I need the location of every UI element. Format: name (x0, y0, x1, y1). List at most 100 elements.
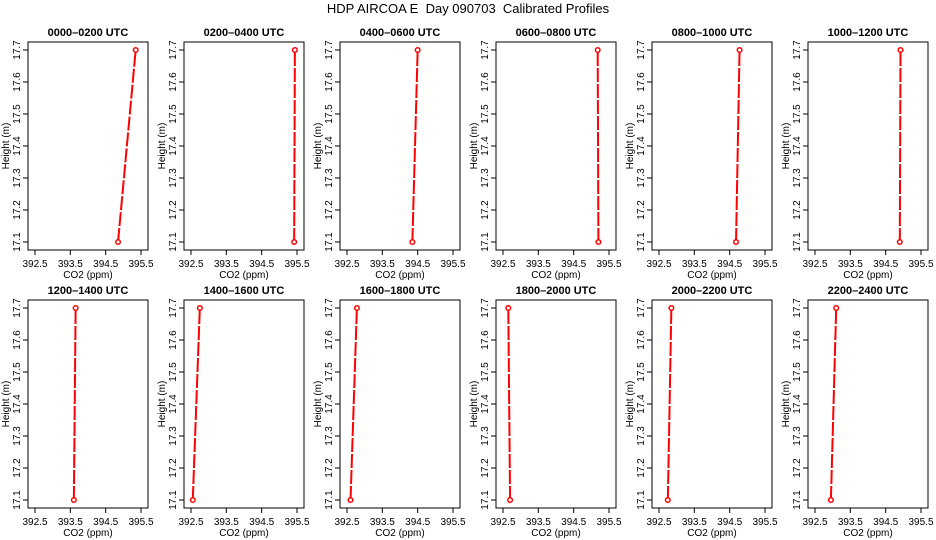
y-tick-label: 17.7 (324, 298, 335, 318)
y-tick-label: 17.7 (792, 40, 803, 60)
y-tick-label: 17.6 (792, 72, 803, 92)
y-tick-label: 17.7 (12, 40, 23, 60)
panel-title: 1200–1400 UTC (48, 285, 129, 297)
y-axis-label: Height (m) (157, 381, 168, 428)
x-tick-label: 392.5 (646, 259, 671, 270)
y-axis-label: Height (m) (625, 123, 636, 170)
y-tick-label: 17.3 (168, 168, 179, 188)
y-axis-label: Height (m) (1, 123, 12, 170)
y-tick-label: 17.7 (12, 298, 23, 318)
x-tick-label: 394.5 (717, 517, 742, 528)
y-axis-label: Height (m) (157, 123, 168, 170)
y-tick-label: 17.6 (480, 72, 491, 92)
y-tick-label: 17.5 (480, 104, 491, 124)
profile-panel: 0400–0600 UTC 392.5 393.5 394.5 395.5 CO2 (pp… (313, 27, 466, 281)
x-tick-label: 395.5 (128, 259, 153, 270)
y-tick-label: 17.4 (792, 136, 803, 156)
profile-panel: 1800–2000 UTC 392.5 393.5 394.5 395.5 CO2 (pp… (469, 285, 622, 539)
y-tick-label: 17.3 (480, 168, 491, 188)
y-tick-label: 17.3 (168, 426, 179, 446)
y-tick-label: 17.4 (12, 394, 23, 414)
y-tick-label: 17.1 (636, 490, 647, 510)
x-tick-label: 392.5 (490, 517, 515, 528)
x-axis-label: CO2 (ppm) (375, 528, 424, 539)
y-tick-label: 17.7 (792, 298, 803, 318)
x-tick-label: 392.5 (802, 259, 827, 270)
y-tick-label: 17.7 (480, 298, 491, 318)
y-tick-label: 17.6 (324, 330, 335, 350)
x-tick-label: 393.5 (58, 517, 83, 528)
panel-title: 0800–1000 UTC (672, 27, 753, 39)
profile-panel: 2200–2400 UTC 392.5 393.5 394.5 395.5 CO2 (pp… (781, 285, 934, 539)
y-axis-label: Height (m) (781, 381, 792, 428)
y-tick-label: 17.2 (480, 458, 491, 478)
x-axis-label: CO2 (ppm) (531, 528, 580, 539)
x-tick-label: 394.5 (93, 259, 118, 270)
y-tick-label: 17.5 (480, 362, 491, 382)
x-axis-label: CO2 (ppm) (531, 270, 580, 281)
y-tick-label: 17.5 (168, 362, 179, 382)
x-axis-label: CO2 (ppm) (63, 270, 112, 281)
x-tick-label: 393.5 (682, 517, 707, 528)
panel-title: 1000–1200 UTC (828, 27, 909, 39)
profile-panel: 2000–2200 UTC 392.5 393.5 394.5 395.5 CO2 (pp… (625, 285, 778, 539)
data-point (132, 46, 139, 54)
y-tick-label: 17.4 (480, 136, 491, 156)
x-tick-label: 392.5 (490, 259, 515, 270)
profile-panel: 1400–1600 UTC 392.5 393.5 394.5 395.5 CO2 (pp… (157, 285, 310, 539)
x-tick-label: 394.5 (873, 259, 898, 270)
plot-frame (807, 299, 929, 509)
data-point (664, 496, 671, 504)
plot-frame (339, 41, 461, 251)
y-tick-label: 17.7 (168, 298, 179, 318)
y-axis-label: Height (m) (625, 381, 636, 428)
y-tick-label: 17.5 (324, 362, 335, 382)
x-axis-label: CO2 (ppm) (687, 270, 736, 281)
y-tick-label: 17.5 (12, 362, 23, 382)
x-tick-label: 394.5 (249, 517, 274, 528)
y-tick-label: 17.4 (480, 394, 491, 414)
x-axis-label: CO2 (ppm) (219, 270, 268, 281)
profile-line (411, 49, 419, 243)
x-tick-label: 394.5 (561, 259, 586, 270)
profile-line (735, 49, 741, 243)
y-tick-label: 17.1 (168, 232, 179, 252)
x-tick-label: 395.5 (908, 517, 933, 528)
data-point (70, 496, 77, 504)
x-tick-label: 392.5 (178, 517, 203, 528)
panel-title: 0000–0200 UTC (48, 27, 129, 39)
x-tick-label: 393.5 (526, 517, 551, 528)
data-point (196, 304, 203, 312)
plot-frame (27, 299, 149, 509)
x-tick-label: 395.5 (284, 259, 309, 270)
panel-title: 0600–0800 UTC (516, 27, 597, 39)
x-tick-label: 395.5 (128, 517, 153, 528)
plot-frame (27, 41, 149, 251)
y-tick-label: 17.4 (324, 136, 335, 156)
y-tick-label: 17.6 (636, 72, 647, 92)
y-tick-label: 17.1 (480, 232, 491, 252)
y-tick-label: 17.5 (636, 362, 647, 382)
y-tick-label: 17.2 (324, 200, 335, 220)
y-tick-label: 17.3 (12, 168, 23, 188)
y-tick-label: 17.1 (324, 490, 335, 510)
x-tick-label: 393.5 (214, 517, 239, 528)
profile-panel: 0800–1000 UTC 392.5 393.5 394.5 395.5 CO2 (pp… (625, 27, 778, 281)
profile-line (666, 307, 673, 501)
data-point (72, 304, 79, 312)
x-tick-label: 393.5 (682, 259, 707, 270)
x-tick-label: 395.5 (440, 517, 465, 528)
x-tick-label: 394.5 (93, 517, 118, 528)
page-title: HDP AIRCOA E Day 090703 Calibrated Profi… (326, 1, 610, 16)
x-axis-label: CO2 (ppm) (219, 528, 268, 539)
x-tick-label: 394.5 (249, 259, 274, 270)
y-tick-label: 17.2 (636, 458, 647, 478)
data-point (897, 46, 904, 54)
y-tick-label: 17.5 (324, 104, 335, 124)
data-point (505, 304, 512, 312)
y-tick-label: 17.3 (636, 168, 647, 188)
y-tick-label: 17.6 (324, 72, 335, 92)
y-tick-label: 17.2 (792, 458, 803, 478)
y-tick-label: 17.3 (636, 426, 647, 446)
panel-title: 1600–1800 UTC (360, 285, 441, 297)
